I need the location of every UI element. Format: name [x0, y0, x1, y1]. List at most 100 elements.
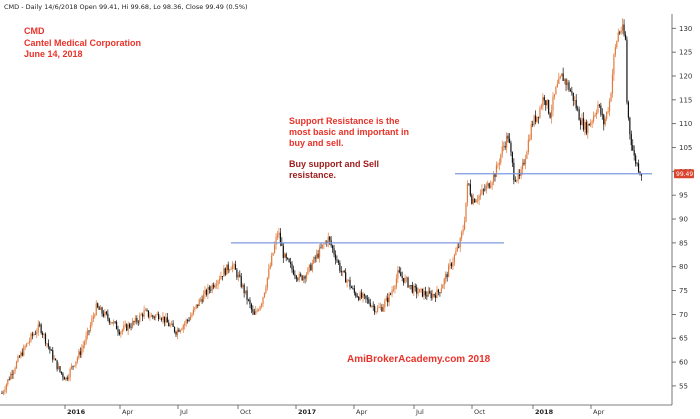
- candle-body: [169, 324, 171, 327]
- candle-body: [320, 247, 322, 249]
- candle-body: [49, 346, 51, 351]
- candle-body: [40, 324, 42, 334]
- candle-body: [281, 242, 283, 246]
- candle-body: [68, 377, 70, 380]
- candle-body: [591, 121, 593, 123]
- candle-body: [508, 138, 511, 143]
- y-axis: 556065707580859095100105110115120125130: [671, 14, 692, 405]
- candle-body: [269, 265, 271, 269]
- candle-body: [610, 93, 612, 102]
- candle-body: [446, 274, 448, 278]
- candle-body: [390, 293, 392, 295]
- candle-body: [271, 255, 273, 266]
- candle-body: [220, 276, 222, 280]
- candle-body: [62, 373, 64, 378]
- candle-body: [619, 32, 621, 34]
- candle-body: [253, 311, 255, 315]
- candle-body: [172, 323, 174, 327]
- candle-body: [450, 263, 453, 267]
- candle-body: [272, 252, 274, 256]
- candle-body: [549, 113, 551, 118]
- candle-body: [521, 162, 524, 170]
- candle-body: [115, 321, 118, 330]
- candle-body: [252, 309, 254, 312]
- candle-body: [102, 313, 105, 317]
- y-tick-label: 95: [679, 192, 688, 200]
- candle-body: [313, 257, 315, 264]
- candle-body: [416, 287, 418, 294]
- candle-body: [200, 299, 202, 301]
- last-price-value: 99.49: [676, 171, 693, 178]
- candle-body: [527, 139, 529, 153]
- candle-body: [516, 180, 518, 182]
- candle-body: [147, 310, 150, 317]
- candle-body: [321, 244, 324, 248]
- candle-body: [229, 269, 231, 271]
- candle-body: [484, 189, 486, 191]
- candle-body: [479, 193, 482, 196]
- candle-body: [291, 263, 293, 270]
- candle-body: [420, 288, 422, 290]
- x-tick-label: 2016: [67, 408, 86, 416]
- candle-body: [462, 229, 464, 233]
- candle-body: [178, 329, 180, 332]
- candle-body: [440, 288, 442, 293]
- candle-body: [564, 79, 566, 81]
- candle-body: [606, 111, 608, 120]
- candle-body: [472, 198, 474, 204]
- candle-body: [375, 311, 377, 313]
- y-tick-label: 80: [679, 263, 688, 271]
- candle-body: [550, 110, 553, 118]
- candle-body: [223, 268, 225, 277]
- candle-body: [517, 172, 519, 181]
- candle-body: [407, 277, 409, 288]
- candle-body: [165, 317, 167, 323]
- candle-body: [565, 79, 567, 86]
- x-tick-label: Apr: [593, 408, 605, 416]
- candle-body: [216, 284, 218, 286]
- candle-body: [366, 298, 368, 300]
- candle-body: [577, 108, 579, 110]
- candle-body: [173, 326, 176, 332]
- candle-body: [371, 305, 373, 307]
- candle-body: [559, 76, 561, 79]
- candle-body: [301, 275, 303, 281]
- candle-body: [57, 366, 60, 370]
- candle-body: [501, 146, 503, 155]
- candle-body: [405, 277, 408, 279]
- candle-body: [27, 342, 29, 344]
- candle-body: [92, 316, 94, 319]
- candle-body: [245, 290, 247, 294]
- candle-body: [511, 152, 513, 163]
- candle-body: [274, 244, 276, 253]
- candle-body: [433, 294, 435, 296]
- candle-body: [400, 272, 402, 277]
- candle-body: [8, 379, 10, 381]
- candle-body: [227, 264, 229, 271]
- candle-body: [604, 119, 606, 125]
- candle-body: [488, 183, 490, 188]
- candle-body: [382, 307, 384, 312]
- candle-body: [86, 330, 89, 336]
- company-label: Cantel Medical Corporation: [24, 38, 141, 48]
- candle-body: [394, 286, 396, 290]
- candle-body: [2, 391, 5, 394]
- candle-body: [555, 87, 557, 95]
- candle-body: [611, 74, 614, 94]
- candle-body: [436, 289, 438, 298]
- candle-body: [84, 342, 86, 346]
- x-axis: 2016 Apr Jul Oct 2017 Apr Jul Oct 2018 Apr: [0, 404, 672, 416]
- candle-body: [56, 360, 58, 370]
- candle-body: [637, 163, 640, 172]
- candle-body: [556, 84, 558, 88]
- candle-body: [217, 280, 219, 285]
- candle-body: [294, 274, 296, 276]
- candle-body: [495, 165, 498, 177]
- candle-body: [530, 124, 532, 140]
- candle-body: [46, 343, 48, 345]
- candle-body: [558, 78, 560, 85]
- candle-body: [121, 329, 123, 332]
- candle-body: [89, 324, 92, 331]
- candle-body: [421, 288, 424, 297]
- candle-body: [455, 251, 457, 256]
